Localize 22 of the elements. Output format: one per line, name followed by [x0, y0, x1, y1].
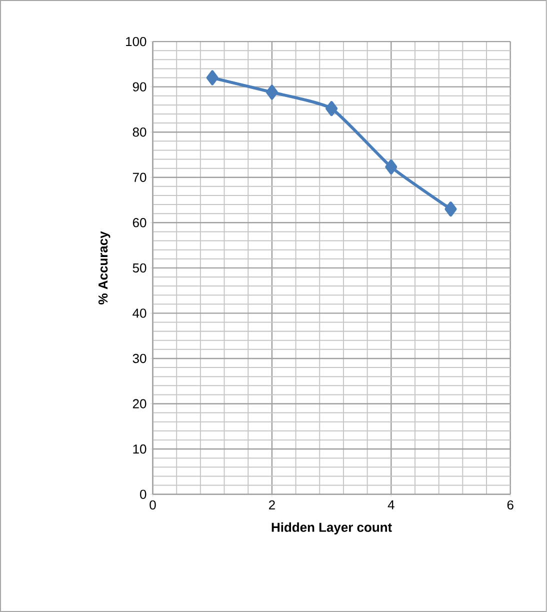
x-tick-label: 2	[269, 500, 275, 510]
y-axis-title: % Accuracy	[98, 231, 110, 304]
point	[444, 202, 457, 217]
point	[266, 84, 278, 100]
point	[385, 159, 398, 174]
x-tick-label: 6	[507, 500, 514, 510]
x-tick-label: 4	[388, 500, 394, 510]
y-tick-label: 0	[140, 490, 146, 499]
y-tick-label: 40	[132, 308, 146, 318]
y-tick-label: 10	[133, 444, 146, 454]
y-tick-label: 50	[132, 263, 146, 273]
x-tick-label: 0	[150, 500, 156, 510]
y-tick-label: 70	[133, 172, 146, 182]
y-tick-label: 30	[132, 354, 146, 364]
y-tick-label: 80	[132, 128, 146, 137]
y-tick-label: 90	[132, 82, 146, 92]
y-tick-label: 100	[126, 36, 146, 46]
x-axis-title: Hidden Layer count	[272, 522, 392, 534]
y-tick-label: 60	[132, 218, 146, 228]
y-tick-label: 20	[132, 399, 146, 408]
point	[326, 101, 338, 116]
point	[206, 70, 218, 86]
